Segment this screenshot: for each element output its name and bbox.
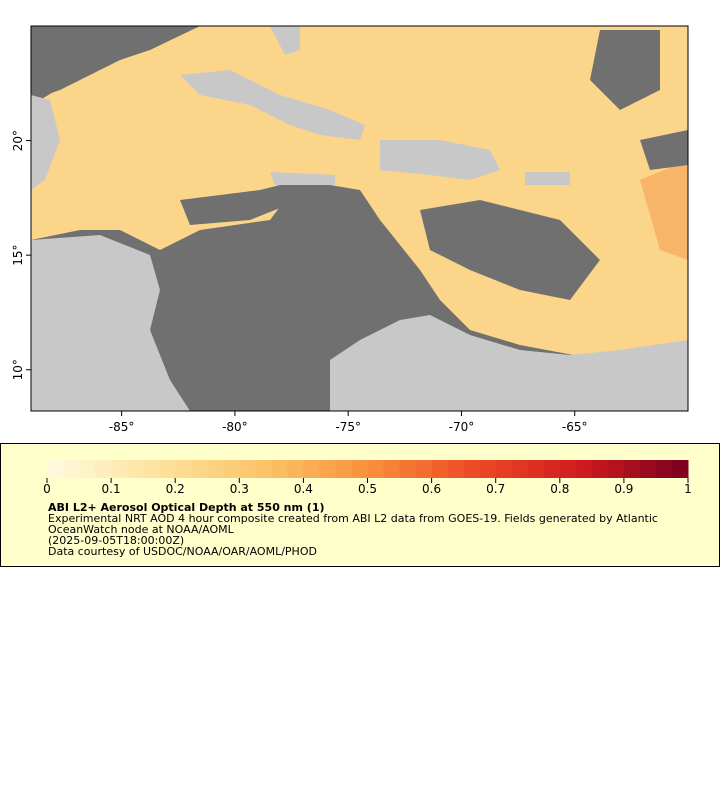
colorbar-cell — [95, 460, 112, 478]
legend-line: Experimental NRT AOD 4 hour composite cr… — [48, 512, 658, 525]
plot-frame — [30, 25, 689, 412]
colorbar-tick-label: 1 — [684, 482, 692, 496]
colorbar-cell — [319, 460, 336, 478]
colorbar-tick-label: 0.6 — [422, 482, 441, 496]
legend-line: (2025-09-05T18:00:00Z) — [48, 534, 184, 547]
colorbar-cell — [479, 460, 497, 478]
colorbar-cell — [79, 460, 96, 478]
colorbar-cell — [111, 460, 128, 478]
land — [31, 95, 60, 190]
legend-line: OceanWatch node at NOAA/AOML — [48, 523, 235, 536]
colorbar-tick-label: 0.2 — [166, 482, 185, 496]
colorbar-cell — [527, 460, 545, 478]
colorbar-cell — [511, 460, 529, 478]
colorbar-cell — [159, 460, 176, 478]
land — [180, 70, 365, 140]
colorbar-cell — [127, 460, 144, 478]
colorbar-cell — [223, 460, 240, 478]
colorbar-cell — [303, 460, 320, 478]
colorbar-cell — [671, 460, 689, 478]
colorbar-tick-label: 0.4 — [294, 482, 313, 496]
colorbar-cell — [495, 460, 513, 478]
cloud-gap — [420, 200, 600, 300]
colorbar-cell — [543, 460, 561, 478]
colorbar-tick-label: 0.9 — [614, 482, 633, 496]
colorbar-cell — [447, 460, 465, 478]
colorbar-cell — [287, 460, 304, 478]
colorbar-tick-label: 0 — [43, 482, 51, 496]
colorbar-tick-label: 0.1 — [102, 482, 121, 496]
colorbar-cell — [415, 460, 433, 478]
colorbar-cell — [655, 460, 673, 478]
colorbar-tick-label: 0.3 — [230, 482, 249, 496]
colorbar-cell — [383, 460, 401, 478]
colorbar-cell — [207, 460, 224, 478]
land — [525, 172, 570, 185]
colorbar-cell — [591, 460, 609, 478]
land — [380, 140, 500, 180]
legend-title: ABI L2+ Aerosol Optical Depth at 550 nm … — [48, 501, 325, 514]
y-tick-label: 10° — [11, 359, 25, 380]
land — [31, 235, 190, 411]
colorbar-cell — [575, 460, 593, 478]
colorbar-cell — [607, 460, 625, 478]
colorbar-cell — [335, 460, 352, 478]
colorbar-cell — [271, 460, 288, 478]
colorbar-cell — [367, 460, 385, 478]
colorbar-cell — [175, 460, 192, 478]
x-tick-label: -65° — [562, 420, 588, 434]
colorbar-cell — [399, 460, 417, 478]
colorbar-cell — [143, 460, 160, 478]
x-tick-label: -75° — [335, 420, 361, 434]
land — [330, 315, 688, 411]
colorbar-cell — [559, 460, 577, 478]
colorbar-cell — [239, 460, 256, 478]
land — [270, 26, 300, 55]
colorbar-cell — [191, 460, 208, 478]
map — [30, 25, 689, 412]
colorbar-cell — [63, 460, 80, 478]
x-tick-label: -85° — [109, 420, 135, 434]
y-tick-label: 20° — [11, 130, 25, 151]
legend-line: Data courtesy of USDOC/NOAA/OAR/AOML/PHO… — [48, 545, 317, 558]
cloud-gap — [590, 30, 660, 110]
x-tick-label: -70° — [449, 420, 475, 434]
colorbar-cell — [255, 460, 272, 478]
land — [270, 172, 335, 185]
aod-field — [31, 26, 688, 400]
colorbar-cell — [623, 460, 641, 478]
colorbar-cell — [47, 460, 64, 478]
colorbar-cell — [463, 460, 481, 478]
colorbar-cell — [639, 460, 657, 478]
cloud-gap — [180, 180, 300, 225]
aod-field — [640, 160, 688, 260]
cloud-gap — [31, 26, 200, 105]
cloud-gap — [640, 130, 688, 170]
colorbar-tick-label: 0.5 — [358, 482, 377, 496]
colorbar-cell — [351, 460, 368, 478]
y-tick-label: 15° — [11, 245, 25, 266]
x-tick-label: -80° — [222, 420, 248, 434]
colorbar-tick-label: 0.8 — [550, 482, 569, 496]
colorbar-cell — [431, 460, 449, 478]
colorbar-tick-label: 0.7 — [486, 482, 505, 496]
